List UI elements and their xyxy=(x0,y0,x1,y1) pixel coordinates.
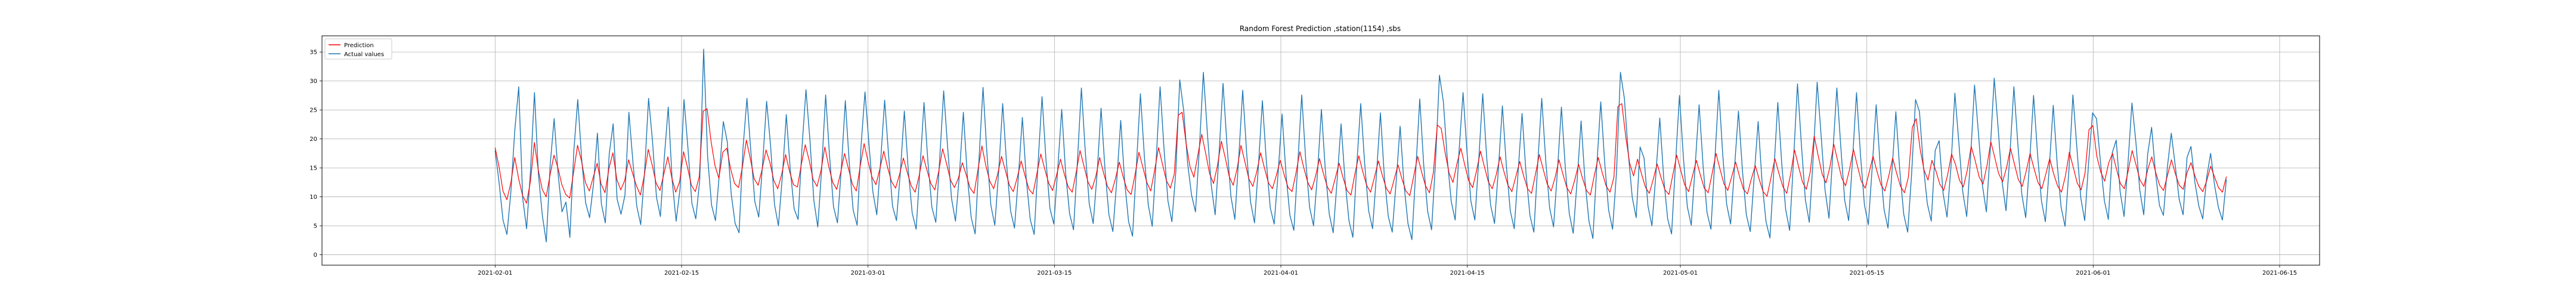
chart-title: Random Forest Prediction ,station(1154) … xyxy=(1240,24,1401,33)
x-tick-label: 2021-06-15 xyxy=(2262,270,2297,277)
x-tick-label: 2021-02-01 xyxy=(478,270,512,277)
legend-label-prediction: Prediction xyxy=(344,42,374,49)
y-tick-label: 20 xyxy=(309,136,317,143)
y-tick-label: 10 xyxy=(309,194,317,201)
legend: Prediction Actual values xyxy=(324,38,392,60)
y-tick-label: 5 xyxy=(314,223,317,230)
x-tick-label: 2021-05-15 xyxy=(1850,270,1884,277)
x-tick-label: 2021-04-01 xyxy=(1264,270,1298,277)
x-tick-label: 2021-05-01 xyxy=(1663,270,1698,277)
legend-label-actual: Actual values xyxy=(344,51,384,58)
x-tick-label: 2021-04-15 xyxy=(1450,270,1485,277)
series-layer xyxy=(494,48,2227,242)
y-axis: 0 5 10 15 20 25 30 35 xyxy=(309,50,322,259)
series-line-actual xyxy=(494,48,2227,242)
x-tick-label: 2021-03-15 xyxy=(1037,270,1072,277)
x-tick-label: 2021-02-15 xyxy=(664,270,699,277)
x-tick-label: 2021-03-01 xyxy=(851,270,886,277)
grid xyxy=(322,36,2320,265)
y-tick-label: 15 xyxy=(309,165,317,172)
y-tick-label: 35 xyxy=(309,50,317,56)
x-tick-label: 2021-06-01 xyxy=(2076,270,2110,277)
plot-frame xyxy=(321,35,2320,266)
y-tick-label: 25 xyxy=(309,108,317,114)
y-tick-label: 0 xyxy=(314,252,317,259)
y-tick-label: 30 xyxy=(309,78,317,85)
legend-box xyxy=(324,38,392,60)
series-line-prediction xyxy=(494,103,2227,204)
x-axis: 2021-02-01 2021-02-15 2021-03-01 2021-03-15… xyxy=(478,265,2297,277)
